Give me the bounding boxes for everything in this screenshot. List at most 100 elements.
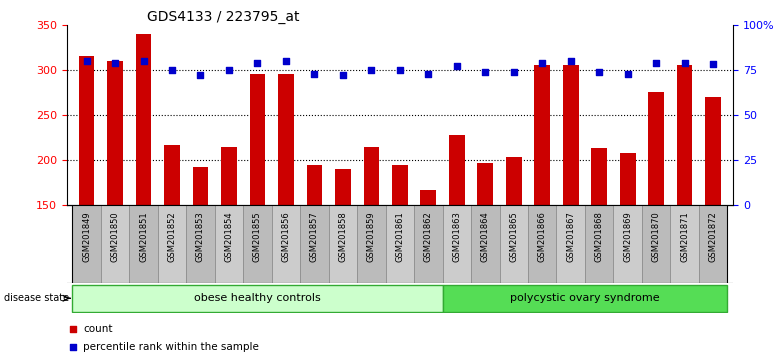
Bar [442,285,728,312]
Bar [129,205,158,283]
Bar [591,148,607,205]
Bar [620,153,636,205]
Bar [78,56,94,205]
Bar [535,65,550,205]
Point [707,62,720,67]
Bar [677,65,692,205]
Text: GSM201861: GSM201861 [395,212,405,262]
Bar [328,205,358,283]
Bar [648,92,664,205]
Text: GSM201854: GSM201854 [224,212,234,262]
Bar [158,205,187,283]
Point [650,60,662,65]
Point [80,58,93,64]
Bar [215,205,243,283]
Bar [72,285,442,312]
Bar [528,205,557,283]
Point [422,71,434,76]
Bar [706,97,721,205]
Bar [420,190,436,205]
Text: GSM201858: GSM201858 [339,212,347,262]
Bar [670,205,699,283]
Bar [471,205,499,283]
Bar [613,205,642,283]
Text: GSM201851: GSM201851 [139,212,148,262]
Point [365,67,378,73]
Point [564,58,577,64]
Point [67,326,80,332]
Point [109,60,122,65]
Bar [136,34,151,205]
Bar [699,205,728,283]
Bar [386,205,414,283]
Point [451,63,463,69]
Point [251,60,263,65]
Point [308,71,321,76]
Text: GSM201849: GSM201849 [82,212,91,262]
Text: GSM201850: GSM201850 [111,212,119,262]
Bar [563,65,579,205]
Text: GSM201863: GSM201863 [452,212,461,262]
Bar [72,205,101,283]
Text: GSM201855: GSM201855 [253,212,262,262]
Point [336,73,349,78]
Text: polycystic ovary syndrome: polycystic ovary syndrome [510,293,660,303]
Bar [442,205,471,283]
Bar [335,169,350,205]
Bar [278,74,294,205]
Point [479,69,492,75]
Bar [414,205,442,283]
Point [223,67,235,73]
Bar [221,147,237,205]
Bar [499,205,528,283]
Bar [187,205,215,283]
Text: GSM201871: GSM201871 [681,212,689,262]
Bar [506,158,521,205]
Text: GSM201872: GSM201872 [709,212,717,262]
Bar [107,61,123,205]
Text: GSM201870: GSM201870 [652,212,661,262]
Bar [449,135,465,205]
Text: percentile rank within the sample: percentile rank within the sample [83,342,260,353]
Bar [101,205,129,283]
Bar [585,205,613,283]
Point [194,73,207,78]
Text: GSM201853: GSM201853 [196,212,205,262]
Point [622,71,634,76]
Text: GSM201869: GSM201869 [623,212,632,262]
Text: GSM201865: GSM201865 [510,212,518,262]
Point [165,67,178,73]
Bar [364,147,379,205]
Text: GSM201867: GSM201867 [566,212,575,262]
Text: GSM201868: GSM201868 [595,212,604,262]
Point [507,69,520,75]
Point [67,344,80,350]
Bar [300,205,328,283]
Bar [307,165,322,205]
Text: GSM201864: GSM201864 [481,212,490,262]
Text: disease state: disease state [4,293,69,303]
Text: GSM201862: GSM201862 [424,212,433,262]
Text: GSM201856: GSM201856 [281,212,290,262]
Bar [193,166,209,205]
Bar [249,74,265,205]
Text: count: count [83,324,113,334]
Point [536,60,549,65]
Text: GSM201859: GSM201859 [367,212,376,262]
Text: obese healthy controls: obese healthy controls [194,293,321,303]
Point [137,58,150,64]
Bar [164,145,180,205]
Bar [243,205,272,283]
Text: GSM201866: GSM201866 [538,212,546,262]
Text: GSM201857: GSM201857 [310,212,319,262]
Point [593,69,605,75]
Bar [642,205,670,283]
Bar [477,163,493,205]
Bar [358,205,386,283]
Text: GDS4133 / 223795_at: GDS4133 / 223795_at [147,10,299,24]
Bar [557,205,585,283]
Bar [392,165,408,205]
Point [678,60,691,65]
Point [394,67,406,73]
Point [280,58,292,64]
